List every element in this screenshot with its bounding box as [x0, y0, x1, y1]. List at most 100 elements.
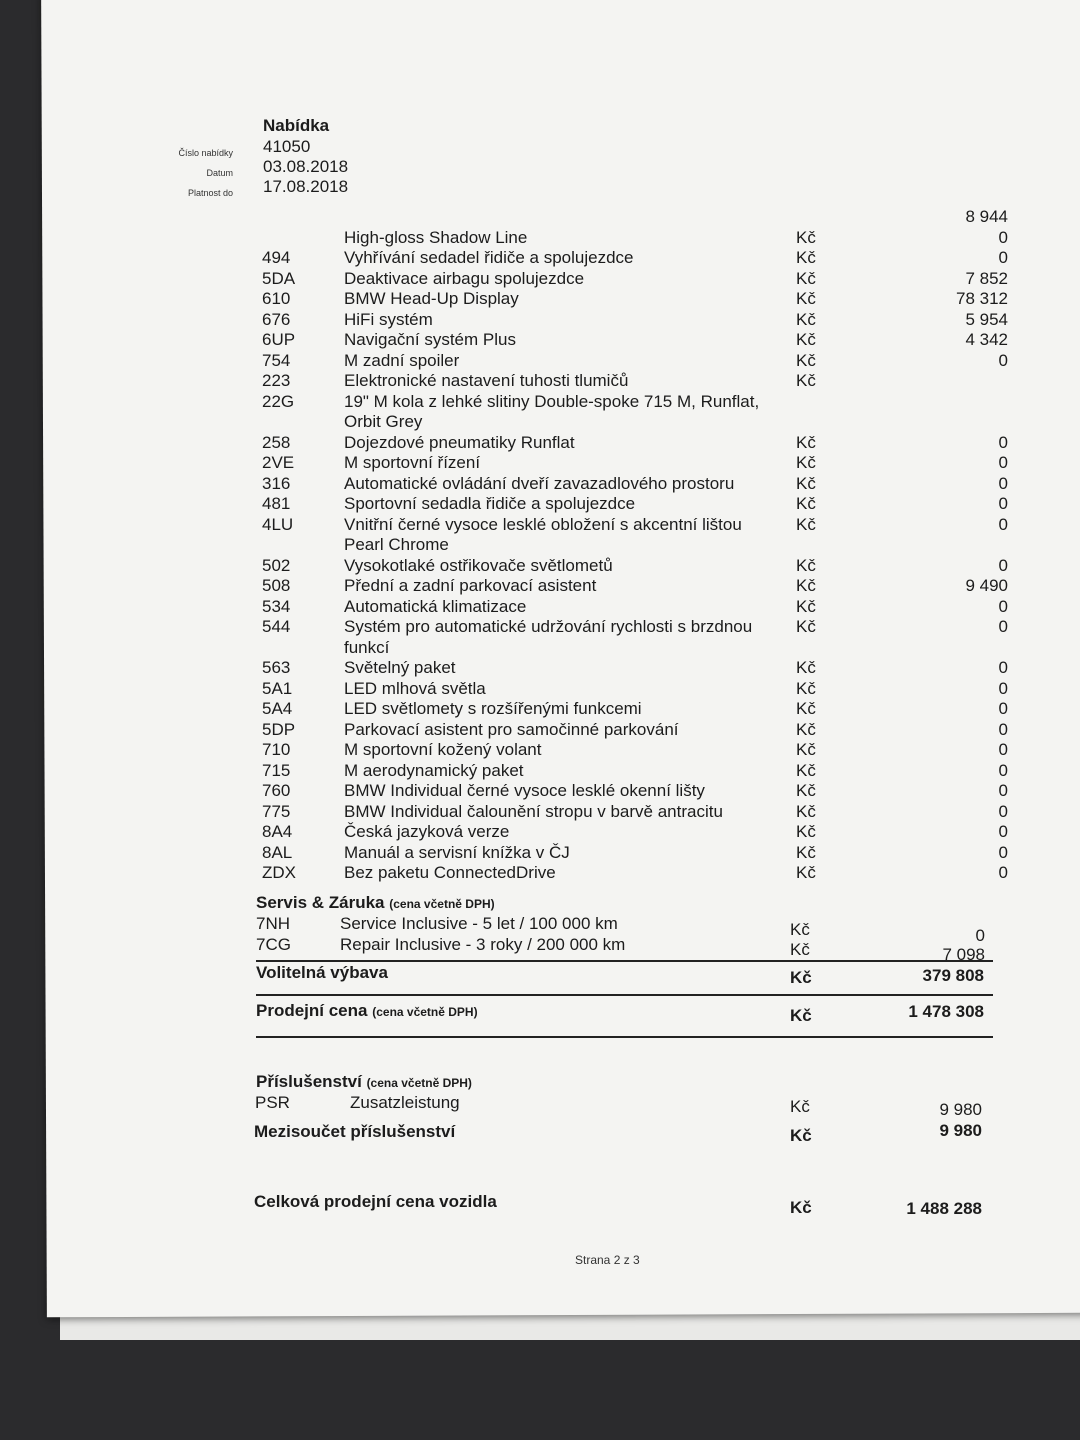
- valid-until-label: Platnost do: [187, 188, 233, 198]
- divider: [256, 1036, 993, 1038]
- line-item-code: 544: [262, 617, 291, 636]
- line-item-price: 0: [998, 555, 1008, 575]
- line-item-code: 775: [262, 801, 291, 821]
- line-item-desc: Pearl Chrome: [344, 535, 449, 554]
- line-item-code: 676: [262, 309, 291, 329]
- line-item-price: 9 490: [965, 576, 1008, 595]
- line-item: 534 Automatická klimatizace Kč 0: [0, 597, 1080, 618]
- optional-equipment-total: 379 808: [922, 966, 984, 985]
- line-item: 22G 19" M kola z lehké slitiny Double-spo…: [0, 392, 1080, 413]
- date-label: Datum: [206, 168, 233, 178]
- line-item-price: 0: [998, 473, 1008, 493]
- accessory-code: PSR: [255, 1093, 290, 1112]
- line-item: 610 BMW Head-Up Display Kč 78 312: [0, 289, 1080, 310]
- service-item-cur: Kč: [790, 920, 810, 939]
- line-item-desc: LED světlomety s rozšířenými funkcemi: [344, 699, 642, 718]
- service-item-cur: Kč: [790, 940, 810, 959]
- line-item-code: 4LU: [262, 514, 294, 534]
- line-item-price: 0: [998, 760, 1008, 780]
- line-item: 710 M sportovní kožený volant Kč 0: [0, 740, 1080, 761]
- line-item-desc: Přední a zadní parkovací asistent: [344, 576, 597, 595]
- line-item-desc: M sportovní řízení: [344, 453, 481, 472]
- line-item-price: 0: [998, 514, 1008, 534]
- line-item-cur: Kč: [796, 576, 816, 595]
- line-item-desc: Elektronické nastavení tuhosti tlumičů: [344, 371, 629, 390]
- service-item-code: 7CG: [256, 935, 291, 954]
- line-item-code: 760: [262, 781, 291, 800]
- line-item-desc: HiFi systém: [344, 309, 433, 329]
- line-item-cur: Kč: [796, 617, 816, 636]
- line-item-cur: Kč: [796, 842, 816, 862]
- line-item-price: 0: [998, 842, 1008, 862]
- line-item-code: 754: [262, 350, 291, 370]
- accessory-price: 9 980: [939, 1100, 982, 1119]
- line-item-price: 78 312: [956, 289, 1008, 308]
- accessory-desc: Zusatzleistung: [350, 1093, 460, 1112]
- line-item-code: 223: [262, 371, 291, 390]
- line-item-cur: Kč: [796, 432, 816, 452]
- line-item-price: 0: [998, 740, 1008, 759]
- line-item-desc: Navigační systém Plus: [344, 330, 516, 349]
- line-item-cur: Kč: [796, 863, 816, 882]
- sale-price-label: Prodejní cena (cena včetně DPH): [256, 1001, 478, 1020]
- line-item: 4LU Vnitřní černé vysoce lesklé obložení …: [0, 515, 1080, 536]
- line-item: 775 BMW Individual čalounění stropu v bar…: [0, 802, 1080, 823]
- line-item-desc: BMW Individual čalounění stropu v barvě …: [344, 801, 723, 821]
- line-item-desc: High-gloss Shadow Line: [344, 227, 528, 247]
- accessories-subtotal-label: Mezisoučet příslušenství: [254, 1122, 456, 1141]
- line-item-desc: Česká jazyková verze: [344, 822, 510, 841]
- line-item-price: 0: [998, 719, 1008, 739]
- line-item-desc: Orbit Grey: [344, 412, 423, 431]
- accessories-subtotal-cur: Kč: [790, 1126, 812, 1145]
- line-item-code: 534: [262, 596, 291, 616]
- line-item-price: 0: [998, 350, 1008, 370]
- line-item-price: 0: [998, 453, 1008, 472]
- optional-equipment-cur: Kč: [790, 968, 812, 987]
- line-item-code: 8A4: [262, 822, 293, 841]
- line-item-desc: Systém pro automatické udržování rychlos…: [344, 617, 753, 636]
- line-item-cur: Kč: [796, 781, 816, 800]
- line-item-code: 5A4: [262, 699, 293, 718]
- line-item: 2VE M sportovní řízení Kč 0: [0, 453, 1080, 474]
- line-item-cur: Kč: [796, 309, 816, 329]
- line-item-code: 563: [262, 658, 291, 677]
- line-item-cur: Kč: [796, 719, 816, 739]
- line-item-cur: Kč: [796, 555, 816, 575]
- line-item-price: 0: [998, 863, 1008, 882]
- line-item-code: 6UP: [262, 330, 296, 349]
- offer-number-label: Číslo nabídky: [178, 148, 233, 158]
- offer-number: 41050: [263, 137, 311, 156]
- line-item-code: 5DA: [262, 268, 296, 288]
- sale-price-cur: Kč: [790, 1006, 812, 1025]
- document-title: Nabídka: [263, 116, 330, 135]
- date: 03.08.2018: [263, 157, 349, 176]
- line-item-code: 715: [262, 760, 291, 780]
- line-item: 223 Elektronické nastavení tuhosti tlumič…: [0, 371, 1080, 392]
- line-item-price: 0: [998, 699, 1008, 718]
- line-item-cur: Kč: [796, 268, 816, 288]
- line-item-desc: Vysokotlaké ostřikovače světlometů: [344, 555, 613, 575]
- line-item: 5DA Deaktivace airbagu spolujezdce Kč 7 852: [0, 269, 1080, 290]
- line-item: 316 Automatické ovládání dveří zavazadlov…: [0, 474, 1080, 495]
- line-item-desc: Automatické ovládání dveří zavazadlového…: [344, 473, 735, 493]
- service-item-price: 7 098: [942, 945, 985, 964]
- line-item-cur: Kč: [796, 596, 816, 616]
- line-item-cur: Kč: [796, 248, 816, 267]
- line-item-price: 0: [998, 678, 1008, 698]
- line-item-code: 2VE: [262, 453, 295, 472]
- line-item-code: 22G: [262, 391, 295, 411]
- line-item: 8AL Manuál a servisní knížka v ČJ Kč 0: [0, 843, 1080, 864]
- line-item-desc: Vyhřívání sedadel řidiče a spolujezdce: [344, 248, 634, 267]
- accessories-heading: Příslušenství (cena včetně DPH): [256, 1072, 472, 1091]
- service-heading: Servis & Záruka (cena včetně DPH): [256, 893, 495, 912]
- service-item-desc: Service Inclusive - 5 let / 100 000 km: [340, 914, 618, 933]
- line-item-desc: M aerodynamický paket: [344, 760, 524, 780]
- line-item-code: 481: [262, 494, 291, 513]
- line-item: 5A1 LED mlhová světla Kč 0: [0, 679, 1080, 700]
- line-item-code: 508: [262, 576, 291, 595]
- line-item-price: 0: [998, 494, 1008, 513]
- line-item-cur: Kč: [796, 289, 816, 308]
- line-item: funkcí: [0, 638, 1080, 659]
- accessory-cur: Kč: [790, 1097, 810, 1116]
- line-item-price: 4 342: [965, 330, 1008, 349]
